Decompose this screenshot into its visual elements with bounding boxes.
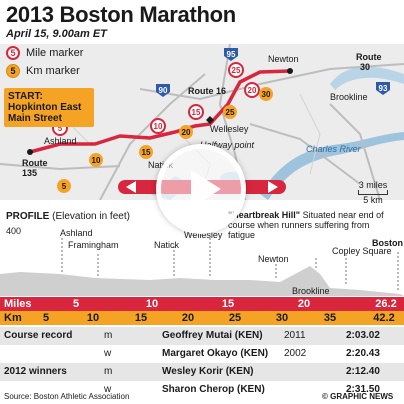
- place-wellesley: Wellesley: [210, 124, 249, 134]
- route-16-label: Route 16: [188, 86, 226, 96]
- km-marker: 5: [57, 179, 71, 193]
- race-date: April 15, 9.00am ET: [6, 28, 107, 40]
- graphic-credit: © GRAPHIC NEWS: [322, 392, 394, 401]
- graphic-title: 2013 Boston Marathon: [6, 2, 236, 27]
- highway-shield: 95: [224, 48, 238, 61]
- heartbreak-annotation: "Heartbreak Hill" Situated near end of c…: [228, 210, 384, 240]
- svg-text:10: 10: [92, 156, 101, 165]
- km-tick: 25: [228, 312, 242, 324]
- svg-text:30: 30: [262, 90, 271, 99]
- place-halfway: Halfway point: [200, 140, 255, 150]
- profile-point: Copley Square: [332, 246, 392, 256]
- svg-text:15: 15: [142, 148, 151, 157]
- mile-tick: 26.2: [375, 298, 397, 310]
- legend-km: 5 Km marker: [6, 64, 80, 78]
- map-scale: 3 miles 5 km: [358, 180, 388, 205]
- km-tick: 10: [86, 312, 100, 324]
- scale-km: 5 km: [363, 195, 383, 205]
- legend-km-label: Km marker: [26, 65, 80, 77]
- place-newton: Newton: [268, 54, 299, 64]
- mile-tick: 5: [72, 298, 80, 310]
- mile-tick: 15: [221, 298, 235, 310]
- svg-text:20: 20: [182, 128, 191, 137]
- legend-mile-label: Mile marker: [26, 47, 84, 59]
- place-brookline: Brookline: [330, 92, 368, 102]
- miles-label: Miles: [4, 298, 32, 310]
- miles-scale: Miles 5 10 15 20 26.2: [0, 297, 404, 311]
- profile-finish: Boston: [372, 238, 403, 248]
- svg-text:95: 95: [227, 50, 236, 59]
- km-marker: 20: [179, 125, 193, 139]
- play-icon: [191, 170, 221, 208]
- place-natick: Natick: [148, 160, 174, 170]
- km-tick: 15: [134, 312, 148, 324]
- mile-marker-icon: 5: [6, 46, 20, 60]
- km-marker: 25: [223, 105, 237, 119]
- table-row: w Margaret Okayo (KEN) 2002 2:20.43: [104, 348, 380, 359]
- svg-text:15: 15: [192, 108, 201, 117]
- finish-point: [287, 68, 293, 74]
- profile-point: Natick: [154, 240, 180, 250]
- source-credit: Source: Boston Athletic Association: [4, 392, 130, 401]
- svg-text:5: 5: [62, 182, 67, 191]
- svg-text:90: 90: [159, 86, 168, 95]
- km-tick: 35: [323, 312, 337, 324]
- profile-point: Wellesley: [184, 230, 223, 240]
- km-marker: 30: [259, 87, 273, 101]
- highway-shield: 93: [376, 82, 390, 95]
- profile-point: Newton: [258, 254, 289, 264]
- mile-marker: 10: [150, 118, 166, 134]
- svg-text:20: 20: [248, 86, 257, 95]
- km-tick: 5: [42, 312, 50, 324]
- km-tick: 42.2: [373, 312, 395, 324]
- play-button[interactable]: [156, 144, 246, 234]
- profile-point: Ashland: [60, 228, 93, 238]
- place-ashland: Ashland: [44, 136, 77, 146]
- km-marker-icon: 5: [6, 64, 20, 78]
- km-marker: 10: [89, 153, 103, 167]
- mile-marker: 25: [228, 62, 244, 78]
- table-row: 2012 winners m Wesley Korir (KEN) 2:12.4…: [0, 363, 404, 381]
- km-tick: 30: [275, 312, 289, 324]
- route-30-label: Route 30: [356, 52, 382, 72]
- halfway-marker: [206, 116, 214, 124]
- km-scale: Km 5 10 15 20 25 30 35 42.2: [0, 311, 404, 325]
- place-charles-river: Charles River: [306, 144, 362, 154]
- svg-text:93: 93: [379, 84, 388, 93]
- profile-area: [0, 266, 404, 296]
- start-label: START: Hopkinton East Main Street: [4, 88, 94, 127]
- km-tick: 20: [181, 312, 195, 324]
- table-row: w Sharon Cherop (KEN) 2:31.50: [104, 384, 380, 395]
- elevation-profile: Ashland Framingham Natick Wellesley Newt…: [0, 228, 404, 296]
- mile-tick: 10: [145, 298, 159, 310]
- highway-shield: 90: [156, 84, 170, 97]
- route-135-label: Route 135: [22, 158, 48, 178]
- legend-mile: 5 Mile marker: [6, 46, 83, 60]
- mile-marker: 15: [188, 104, 204, 120]
- charles-river: [260, 132, 404, 200]
- profile-point: Framingham: [68, 240, 119, 250]
- svg-text:25: 25: [226, 108, 235, 117]
- scale-miles: 3 miles: [358, 180, 388, 190]
- svg-text:5: 5: [58, 124, 63, 133]
- profile-label: PROFILE (Elevation in feet): [6, 211, 130, 222]
- mile-tick: 20: [297, 298, 311, 310]
- profile-point: Brookline: [292, 286, 330, 296]
- km-label: Km: [4, 312, 22, 324]
- mile-marker: 20: [244, 82, 260, 98]
- elevation-top-label: 400: [6, 226, 22, 236]
- svg-text:25: 25: [232, 66, 241, 75]
- svg-text:10: 10: [154, 122, 163, 131]
- start-point: [27, 149, 33, 155]
- scale-bar: [358, 190, 388, 195]
- table-row: Course record m Geoffrey Mutai (KEN) 201…: [0, 327, 404, 345]
- km-marker: 15: [139, 145, 153, 159]
